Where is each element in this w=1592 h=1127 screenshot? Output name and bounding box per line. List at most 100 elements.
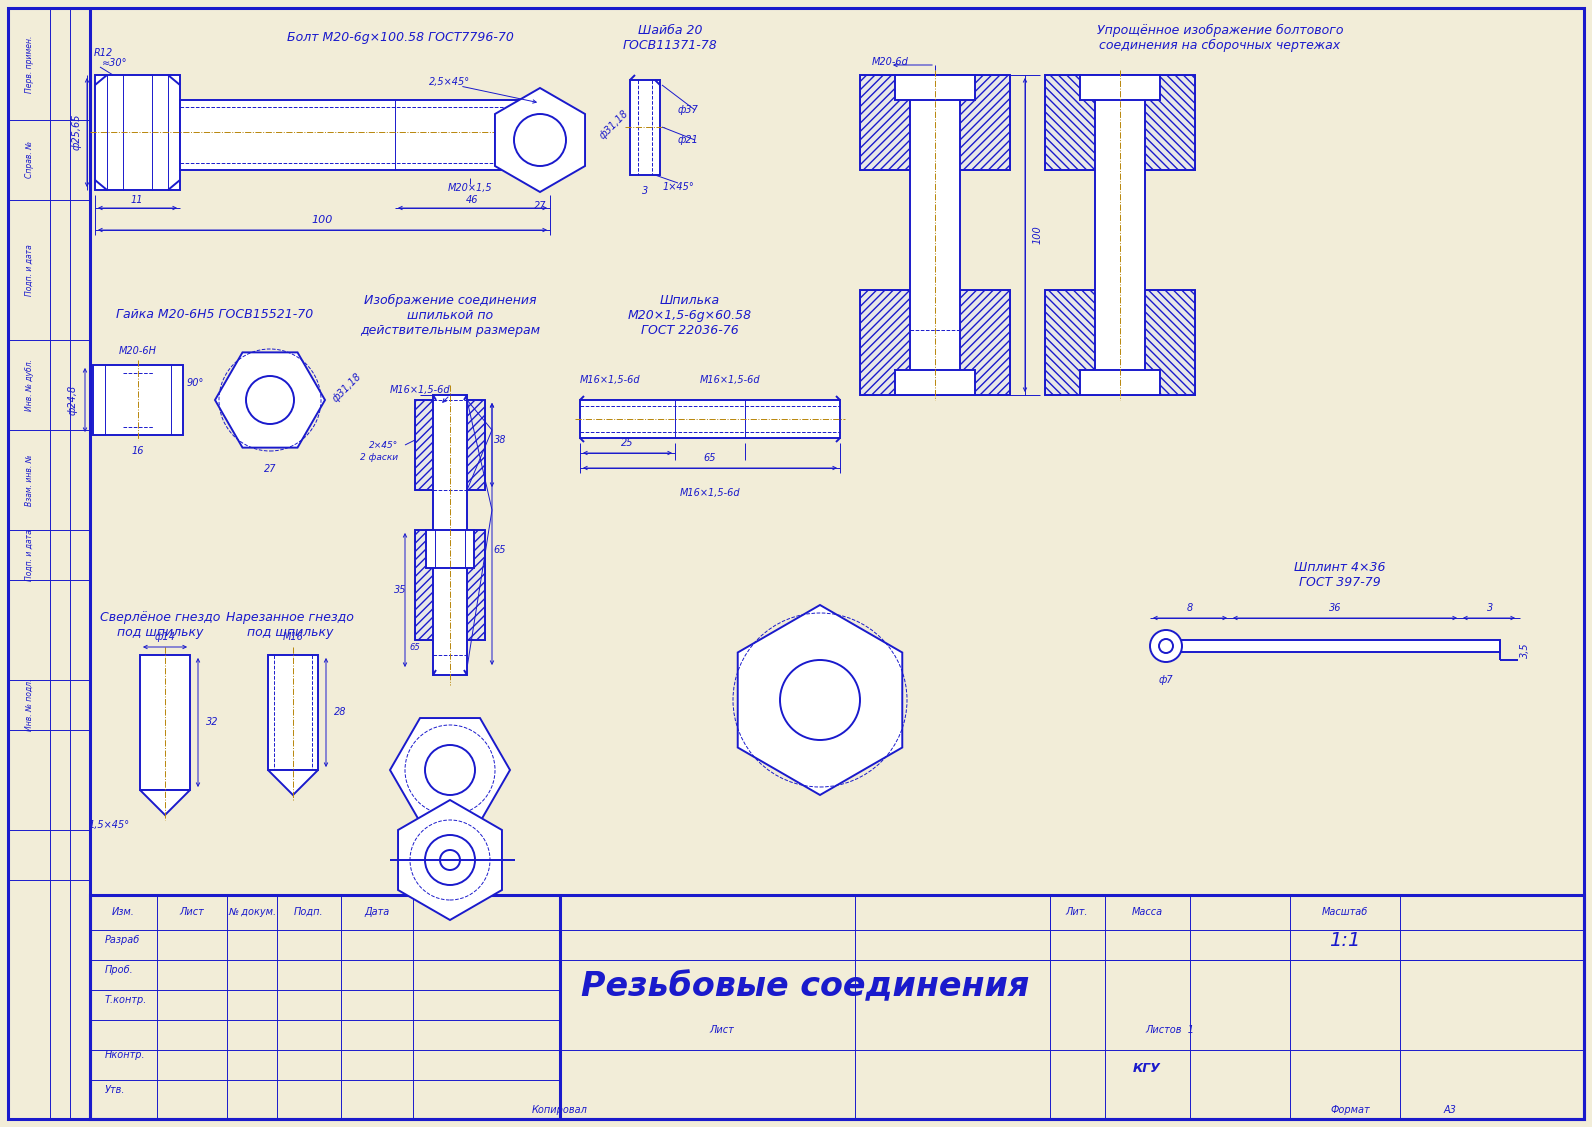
Bar: [895, 76, 974, 100]
Text: Масштаб: Масштаб: [1321, 907, 1368, 917]
Text: 32: 32: [205, 717, 218, 727]
Text: 36: 36: [1329, 603, 1340, 613]
Text: 2,5×45°: 2,5×45°: [430, 77, 471, 87]
Text: Подп.: Подп.: [295, 907, 323, 917]
Bar: [92, 365, 183, 435]
Circle shape: [439, 850, 460, 870]
Text: М20×1,5: М20×1,5: [447, 183, 492, 193]
Bar: [630, 80, 661, 175]
Text: 2 фаски: 2 фаски: [360, 453, 398, 461]
Text: Проб.: Проб.: [105, 965, 134, 975]
Text: Сверлёное гнездо
под шпильку: Сверлёное гнездо под шпильку: [100, 611, 220, 639]
Text: Упрощённое изображение болтового
соединения на сборочных чертежах: Упрощённое изображение болтового соедине…: [1097, 24, 1344, 52]
Polygon shape: [398, 800, 501, 920]
Text: КГУ: КГУ: [1134, 1062, 1161, 1074]
Text: Копировал: Копировал: [532, 1104, 587, 1115]
Text: ф24,8: ф24,8: [68, 385, 78, 415]
Text: Изображение соединения
шпилькой по
действительным размерам: Изображение соединения шпилькой по дейст…: [360, 293, 540, 337]
Circle shape: [425, 745, 474, 795]
Bar: [1044, 76, 1196, 170]
Text: Взам. инв. №: Взам. инв. №: [24, 454, 33, 506]
Bar: [427, 530, 474, 568]
Text: 3: 3: [1487, 603, 1493, 613]
Text: 46: 46: [466, 195, 478, 205]
Text: 38: 38: [494, 435, 506, 445]
Polygon shape: [267, 770, 318, 795]
Circle shape: [425, 835, 474, 885]
Text: 1,5×45°: 1,5×45°: [89, 820, 131, 829]
Bar: [96, 76, 180, 190]
Text: 3: 3: [642, 186, 648, 196]
Text: 1:1: 1:1: [1329, 931, 1361, 950]
Text: Подп. и дата: Подп. и дата: [24, 529, 33, 580]
Text: 2×45°: 2×45°: [369, 441, 398, 450]
Text: 35: 35: [393, 585, 406, 595]
Text: 1×45°: 1×45°: [662, 181, 694, 192]
Bar: [1095, 76, 1145, 394]
Bar: [416, 400, 486, 490]
Text: Лит.: Лит.: [1065, 907, 1089, 917]
Text: 11: 11: [131, 195, 143, 205]
Text: М20-6d: М20-6d: [871, 57, 909, 66]
Text: R12: R12: [94, 48, 113, 57]
Bar: [91, 895, 1584, 1119]
Text: Утв.: Утв.: [105, 1085, 126, 1095]
Text: Изм.: Изм.: [111, 907, 134, 917]
Bar: [180, 100, 549, 170]
Text: Инв. № дубл.: Инв. № дубл.: [24, 360, 33, 411]
Text: 27: 27: [533, 201, 546, 211]
Text: ф31,18: ф31,18: [331, 372, 363, 405]
Text: Дата: Дата: [365, 907, 390, 917]
Bar: [1044, 290, 1196, 394]
Text: 25: 25: [621, 438, 634, 449]
Text: Справ. №: Справ. №: [24, 142, 33, 178]
Text: М16×1,5-6d: М16×1,5-6d: [390, 385, 451, 394]
Text: Шайба 20
ГОСВ11371-78: Шайба 20 ГОСВ11371-78: [622, 24, 718, 52]
Text: М20-6Н: М20-6Н: [119, 346, 158, 356]
Text: Болт М20-6g×100.58 ГОСТ7796-70: Болт М20-6g×100.58 ГОСТ7796-70: [287, 32, 514, 44]
Circle shape: [1149, 630, 1181, 662]
Text: ф37: ф37: [678, 105, 699, 115]
Text: ф21: ф21: [678, 135, 699, 145]
Text: ф14: ф14: [154, 632, 175, 642]
Text: Шплинт 4×36
ГОСТ 397-79: Шплинт 4×36 ГОСТ 397-79: [1294, 561, 1385, 589]
Text: ф25,65: ф25,65: [72, 114, 83, 150]
Text: ф7: ф7: [1159, 675, 1173, 685]
Text: № докум.: № докум.: [228, 907, 275, 917]
Bar: [1044, 290, 1196, 394]
Bar: [267, 655, 318, 770]
Text: 65: 65: [704, 453, 716, 463]
Bar: [1079, 76, 1161, 100]
Circle shape: [247, 376, 295, 424]
Text: Шпилька
М20×1,5-6g×60.58
ГОСТ 22036-76: Шпилька М20×1,5-6g×60.58 ГОСТ 22036-76: [627, 293, 751, 337]
Text: Подп. и дата: Подп. и дата: [24, 245, 33, 296]
Text: М16: М16: [282, 632, 304, 642]
Circle shape: [780, 660, 860, 740]
Text: М16×1,5-6d: М16×1,5-6d: [680, 488, 740, 498]
Text: Лист: Лист: [180, 907, 204, 917]
Text: М16×1,5-6d: М16×1,5-6d: [579, 375, 640, 385]
Text: 8: 8: [1188, 603, 1192, 613]
Bar: [860, 76, 1009, 170]
Text: Масса: Масса: [1132, 907, 1162, 917]
Circle shape: [1159, 639, 1173, 653]
Text: Листов  1: Листов 1: [1146, 1024, 1194, 1035]
Bar: [1044, 76, 1196, 170]
Text: Инв. № подл.: Инв. № подл.: [24, 678, 33, 731]
Bar: [1079, 370, 1161, 394]
Text: Нконтр.: Нконтр.: [105, 1050, 145, 1061]
Bar: [140, 655, 189, 790]
Circle shape: [514, 114, 567, 166]
Text: Разраб: Разраб: [105, 935, 140, 946]
Text: 3,5: 3,5: [1520, 642, 1530, 658]
Polygon shape: [140, 790, 189, 815]
Bar: [433, 394, 466, 675]
Text: ≈30°: ≈30°: [102, 57, 127, 68]
Text: Лист: Лист: [710, 1024, 734, 1035]
Bar: [860, 290, 1009, 394]
Text: 90°: 90°: [186, 378, 204, 388]
Bar: [416, 530, 486, 640]
Text: Нарезанное гнездо
под шпильку: Нарезанное гнездо под шпильку: [226, 611, 353, 639]
Text: Перв. примен.: Перв. примен.: [24, 35, 33, 92]
Polygon shape: [737, 605, 903, 795]
